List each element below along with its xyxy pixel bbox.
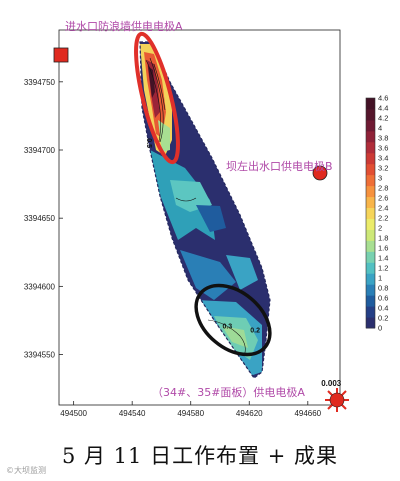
colorbar-segment — [366, 152, 375, 165]
contour-value-label: 0.5 — [145, 138, 152, 148]
colorbar-tick-label: 0.8 — [378, 284, 388, 293]
colorbar-tick-label: 1.8 — [378, 234, 388, 243]
band-outline — [139, 41, 271, 379]
electrode-b-label: 坝左出水口供电电极B — [226, 159, 333, 173]
colorbar-segment — [366, 141, 375, 154]
colorbar-tick-label: 1.4 — [378, 254, 388, 263]
y-tick-label: 3394550 — [24, 351, 56, 360]
colorbar-segment — [366, 130, 375, 143]
colorbar-segment — [366, 174, 375, 187]
electrode-a-label: 进水口防浪墙供电电极A — [65, 19, 183, 33]
contour-value-label: 0.3 — [222, 324, 232, 331]
colorbar-tick-label: 3.2 — [378, 164, 388, 173]
plot-area — [58, 29, 341, 406]
colorbar-tick-label: 3 — [378, 174, 382, 183]
colorbar-segment — [366, 240, 375, 252]
electrode-a-square-marker — [53, 47, 69, 63]
colorbar-frame — [365, 97, 376, 329]
colorbar-tick-label: 2.8 — [378, 184, 388, 193]
colorbar-segment — [366, 273, 375, 285]
colorbar-tick-label: 4 — [378, 124, 382, 133]
colorbar-segment — [366, 251, 375, 263]
colorbar-segment — [366, 98, 375, 110]
y-tick-label: 3394650 — [24, 214, 56, 223]
colorbar-segment — [366, 108, 375, 121]
colorbar-tick-label: 2.4 — [378, 204, 388, 213]
colorbar-tick-label: 2.2 — [378, 214, 388, 223]
colorbar-segment — [366, 196, 375, 209]
colorbar-tick-label: 0 — [378, 324, 382, 333]
colorbar-segment — [366, 317, 375, 329]
colorbar-segment — [366, 284, 375, 296]
colorbar-tick-label: 2.6 — [378, 194, 388, 203]
colorbar-tick-label: 1.6 — [378, 244, 388, 253]
x-axis: 494500 494540 494580 494620 494660 — [60, 401, 322, 418]
contour-labels: 0.5 0.3 0.2 0.003 — [145, 138, 342, 388]
colorbar-segment — [366, 306, 375, 318]
colorbar-segment — [366, 163, 375, 176]
colorbar-tick-label: 0.4 — [378, 304, 388, 313]
anomaly-ellipse-red — [134, 31, 180, 165]
electrode-a2-label: （34#、35#面板）供电电极A — [152, 385, 305, 399]
y-tick-label: 3394750 — [24, 78, 56, 87]
colorbar-segment — [366, 218, 375, 230]
point-value-label: 0.003 — [321, 379, 342, 388]
figure-caption: 5 月 11 日工作布置 + 成果 — [61, 444, 339, 468]
colorbar-tick-label: 2 — [378, 224, 382, 233]
colorbar-tick-label: 1.2 — [378, 264, 388, 273]
electrode-a2-sun-marker — [325, 388, 349, 412]
x-tick-label: 494660 — [294, 409, 321, 418]
colorbar-tick-label: 0.6 — [378, 294, 388, 303]
y-tick-label: 3394600 — [24, 282, 56, 291]
colorbar-tick-label: 3.6 — [378, 144, 388, 153]
watermark: ©大坝监测 — [6, 466, 46, 475]
x-tick-label: 494580 — [177, 409, 204, 418]
x-tick-label: 494620 — [236, 409, 263, 418]
colorbar-segment — [366, 262, 375, 274]
y-tick-label: 3394700 — [24, 146, 56, 155]
colorbar-tick-label: 4.6 — [378, 94, 388, 103]
contour-lines — [145, 57, 246, 357]
colorbar-tick-label: 0.2 — [378, 314, 388, 323]
colorbar-segment — [366, 119, 375, 132]
y-axis: 3394750 3394700 3394650 3394600 3394550 — [24, 78, 63, 360]
x-tick-label: 494540 — [119, 409, 146, 418]
colorbar: 00.20.40.60.811.21.41.61.822.22.42.62.83… — [365, 94, 388, 333]
contour-value-label: 0.2 — [250, 328, 260, 335]
colorbar-tick-label: 3.4 — [378, 154, 388, 163]
colorbar-tick-label: 1 — [378, 274, 382, 283]
electrode-b-circle-marker — [312, 165, 328, 181]
colorbar-segment — [366, 207, 375, 219]
colorbar-segment — [366, 295, 375, 307]
x-tick-label: 494500 — [60, 409, 87, 418]
colorbar-segment — [366, 185, 375, 198]
colorbar-tick-label: 4.4 — [378, 104, 388, 113]
colorbar-segment — [366, 229, 375, 241]
anomaly-ellipse-black — [194, 283, 272, 357]
colorbar-tick-label: 4.2 — [378, 114, 388, 123]
colorbar-tick-label: 3.8 — [378, 134, 388, 143]
